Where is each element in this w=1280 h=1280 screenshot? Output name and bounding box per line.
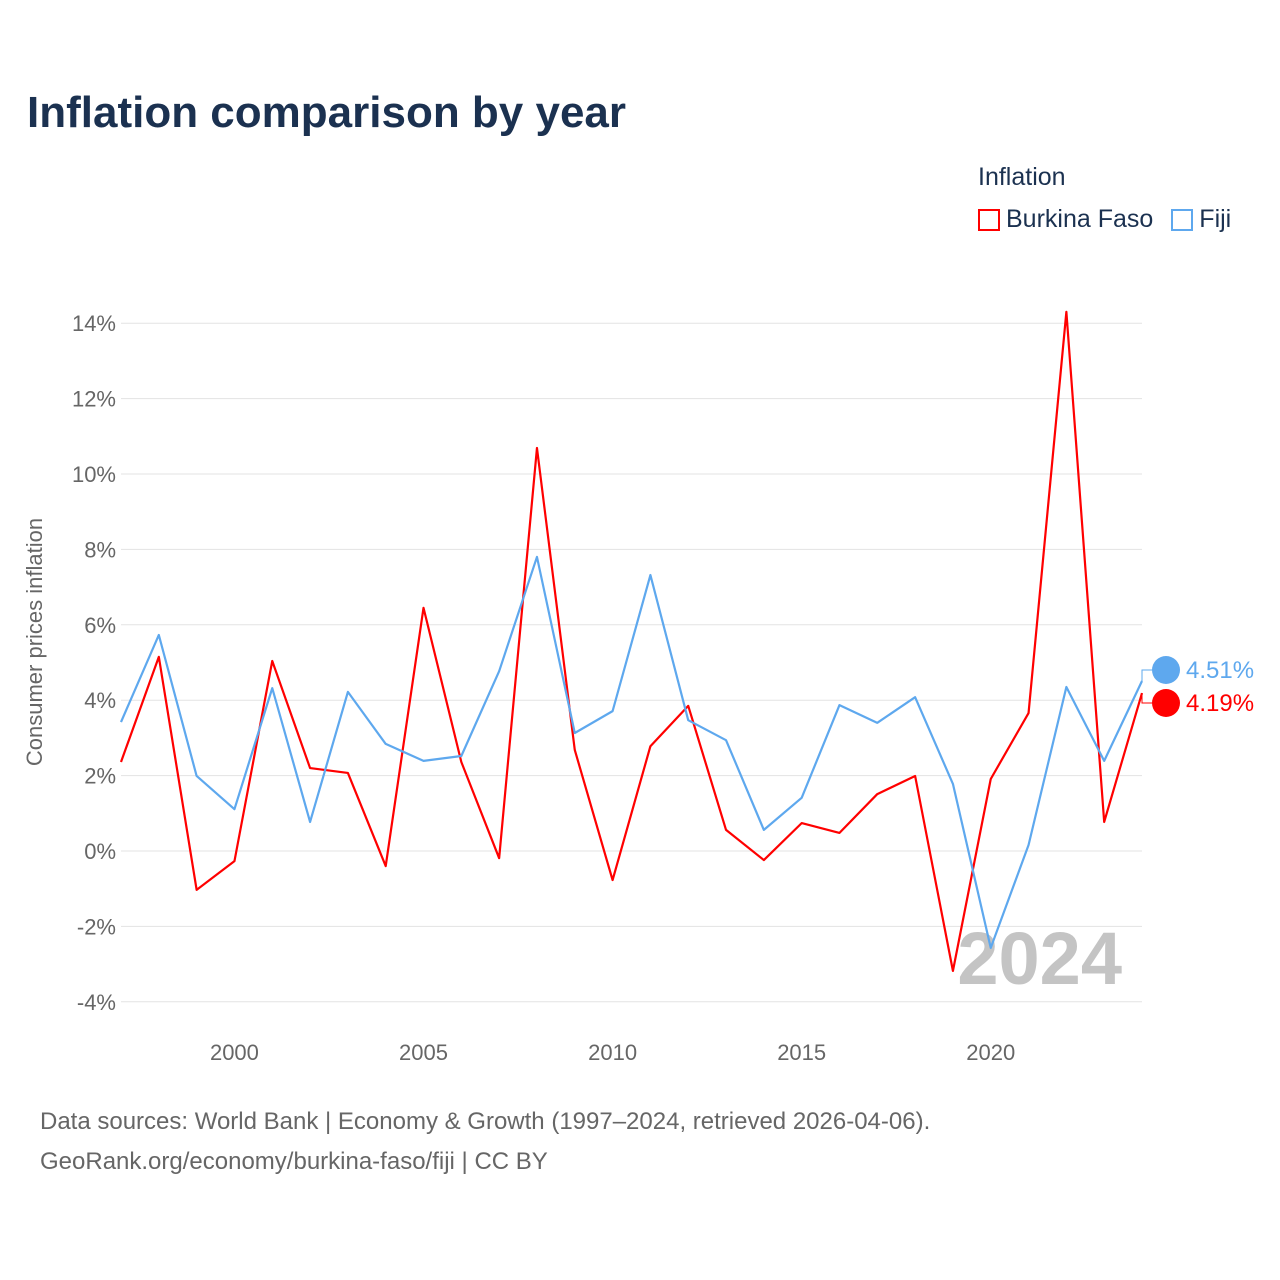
legend-swatch-burkina-faso[interactable] [978,208,1000,231]
x-tick-label: 2000 [210,1040,259,1065]
y-tick-label: 12% [72,387,116,412]
x-tick-label: 2020 [966,1040,1015,1065]
legend-title: Inflation [978,163,1066,191]
flag-icon [1152,689,1180,717]
y-tick-label: 2% [84,764,116,789]
legend: Burkina Faso Fiji [978,205,1231,234]
chart-title: Inflation comparison by year [27,88,627,137]
y-axis-label: Consumer prices inflation [22,518,47,766]
end-connector [1141,669,1152,681]
y-tick-label: 14% [72,311,116,336]
year-watermark: 2024 [957,917,1122,1000]
end-value-label: 4.19% [1186,690,1254,717]
y-tick-label: -2% [77,914,116,939]
x-tick-label: 2005 [399,1040,448,1065]
y-tick-label: 6% [84,613,116,638]
source-text: Data sources: World Bank | Economy & Gro… [40,1108,931,1135]
y-tick-label: 10% [72,462,116,487]
x-tick-label: 2010 [588,1040,637,1065]
y-tick-label: -4% [77,990,116,1015]
series-line-fiji [119,555,1143,949]
legend-label-fiji[interactable]: Fiji [1199,205,1232,233]
source-link[interactable]: GeoRank.org/economy/burkina-faso/fiji | … [40,1148,548,1175]
end-connector [1141,693,1152,704]
flag-icon [1152,656,1180,684]
series-line-burkina-faso [119,310,1144,972]
y-tick-label: 0% [84,839,116,864]
legend-swatch-fiji[interactable] [1171,208,1194,231]
y-tick-label: 8% [84,537,116,562]
legend-label-burkina-faso[interactable]: Burkina Faso [1006,205,1154,233]
x-tick-label: 2015 [777,1040,826,1065]
end-value-label: 4.51% [1186,657,1254,684]
y-tick-label: 4% [84,688,116,713]
